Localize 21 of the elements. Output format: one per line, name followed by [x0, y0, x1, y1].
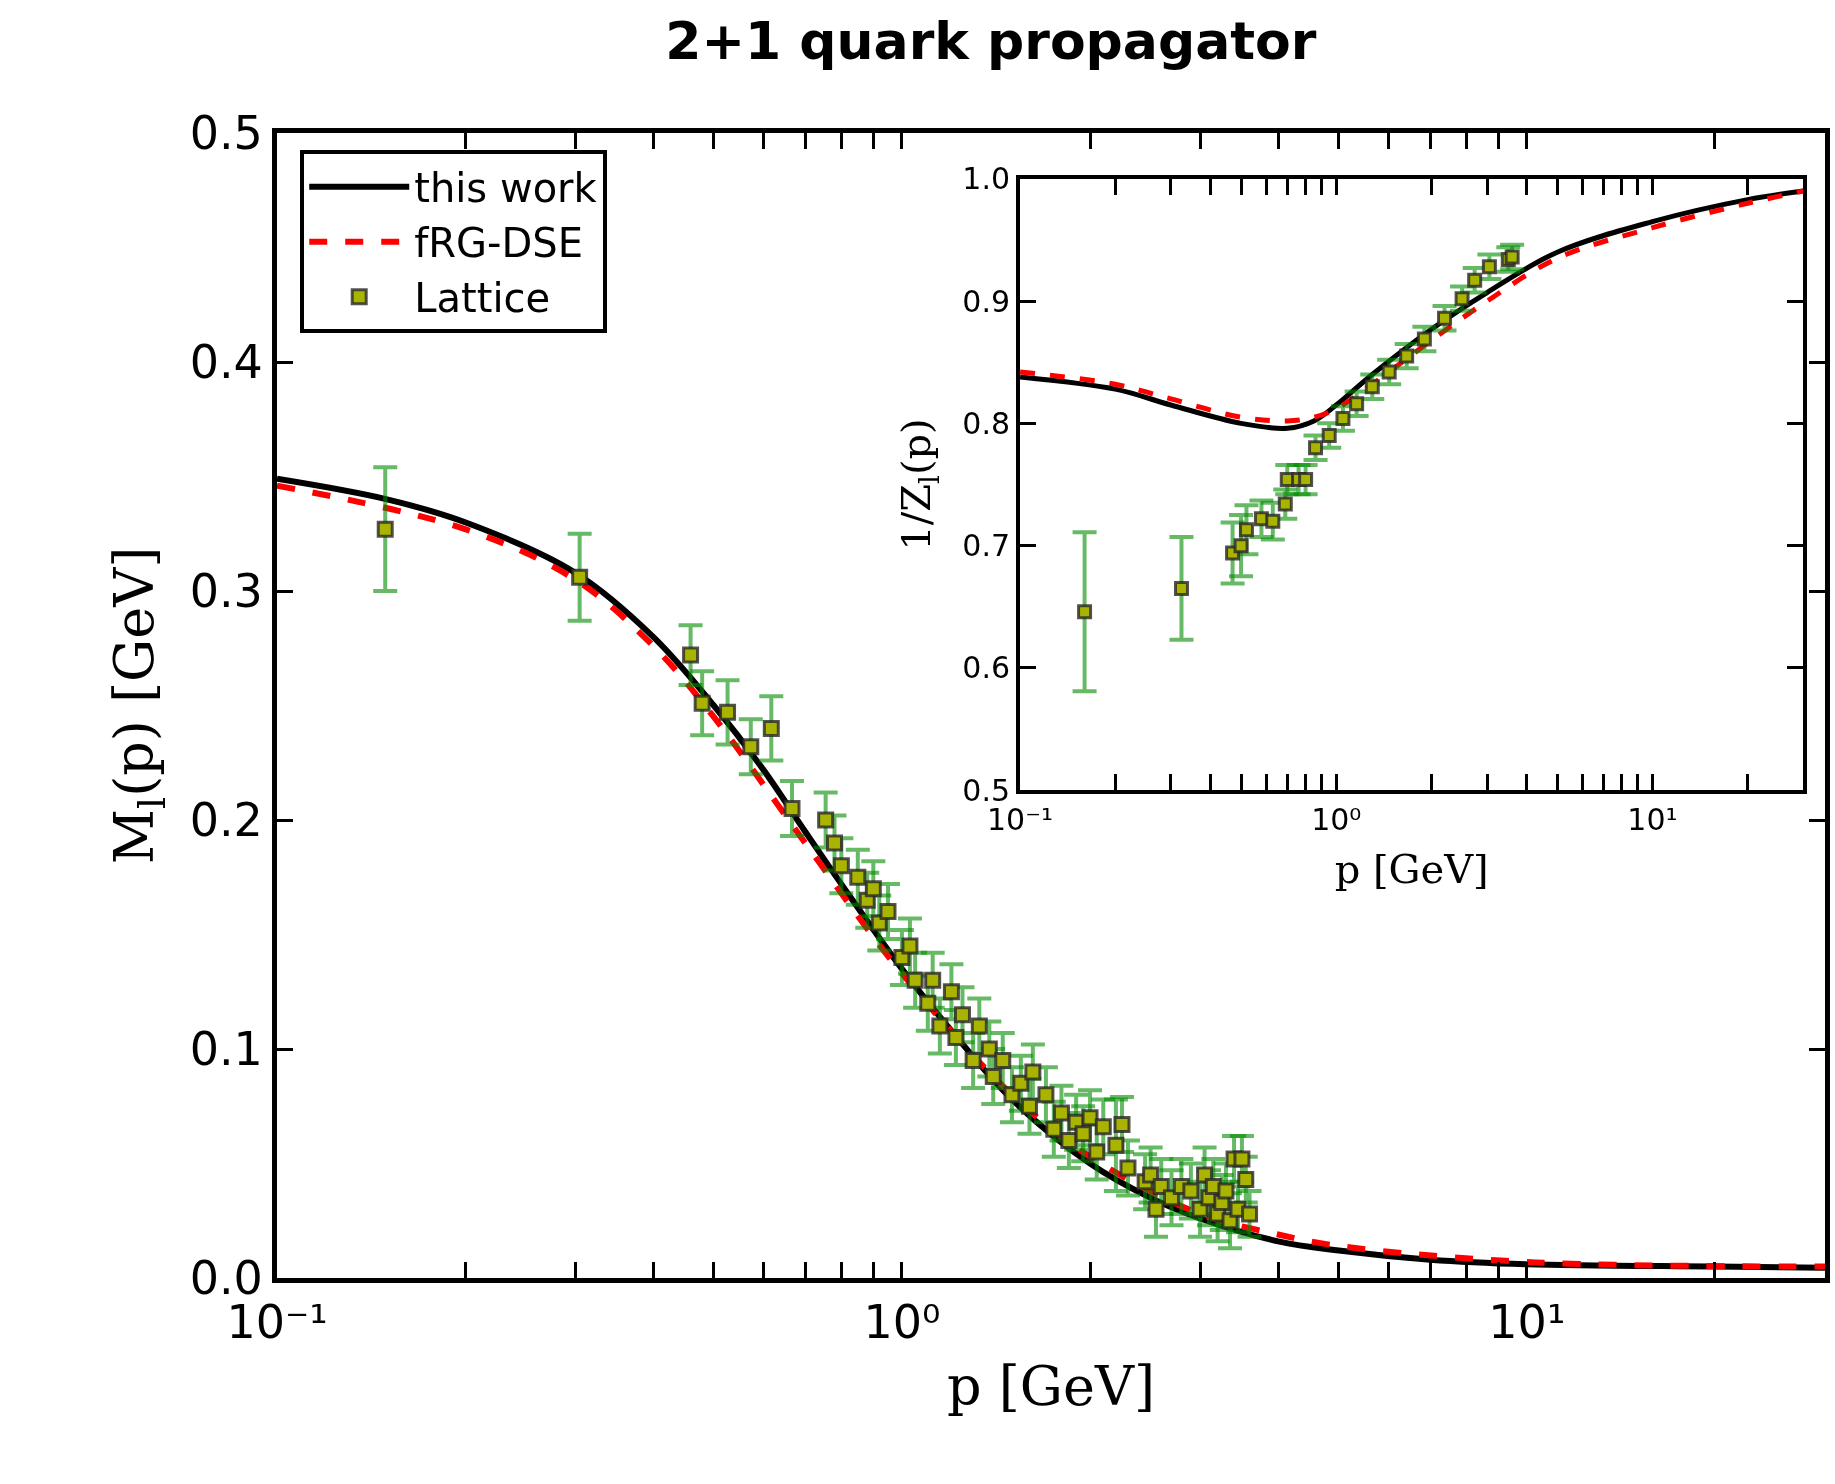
chart-title: 2+1 quark propagator: [665, 10, 1317, 71]
x-axis-title: p [GeV]: [947, 1354, 1155, 1418]
y-tick-label: 0.4: [189, 335, 263, 390]
x-tick-label: 10¹: [1488, 1295, 1566, 1350]
y-tick-label: 0.5: [189, 106, 263, 161]
x-axis-title: p [GeV]: [1334, 846, 1489, 893]
y-tick-label: 0.6: [962, 650, 1011, 686]
y-tick-label: 0.8: [962, 405, 1011, 441]
y-tick-label: 0.1: [189, 1022, 263, 1077]
legend-label: Lattice: [414, 275, 551, 322]
x-tick-label: 10⁰: [863, 1295, 941, 1350]
y-tick-label: 0.9: [962, 283, 1011, 319]
y-tick-label: 1.0: [962, 161, 1011, 197]
y-tick-label: 0.2: [189, 793, 263, 848]
x-tick-label: 10⁻¹: [226, 1295, 328, 1350]
legend-label: fRG-DSE: [414, 220, 583, 267]
x-tick-label: 10¹: [1627, 802, 1678, 838]
x-tick-label: 10⁰: [1311, 802, 1362, 838]
legend-label: this work: [414, 165, 598, 212]
y-tick-label: 0.3: [189, 564, 263, 619]
y-tick-label: 0.7: [962, 528, 1011, 564]
